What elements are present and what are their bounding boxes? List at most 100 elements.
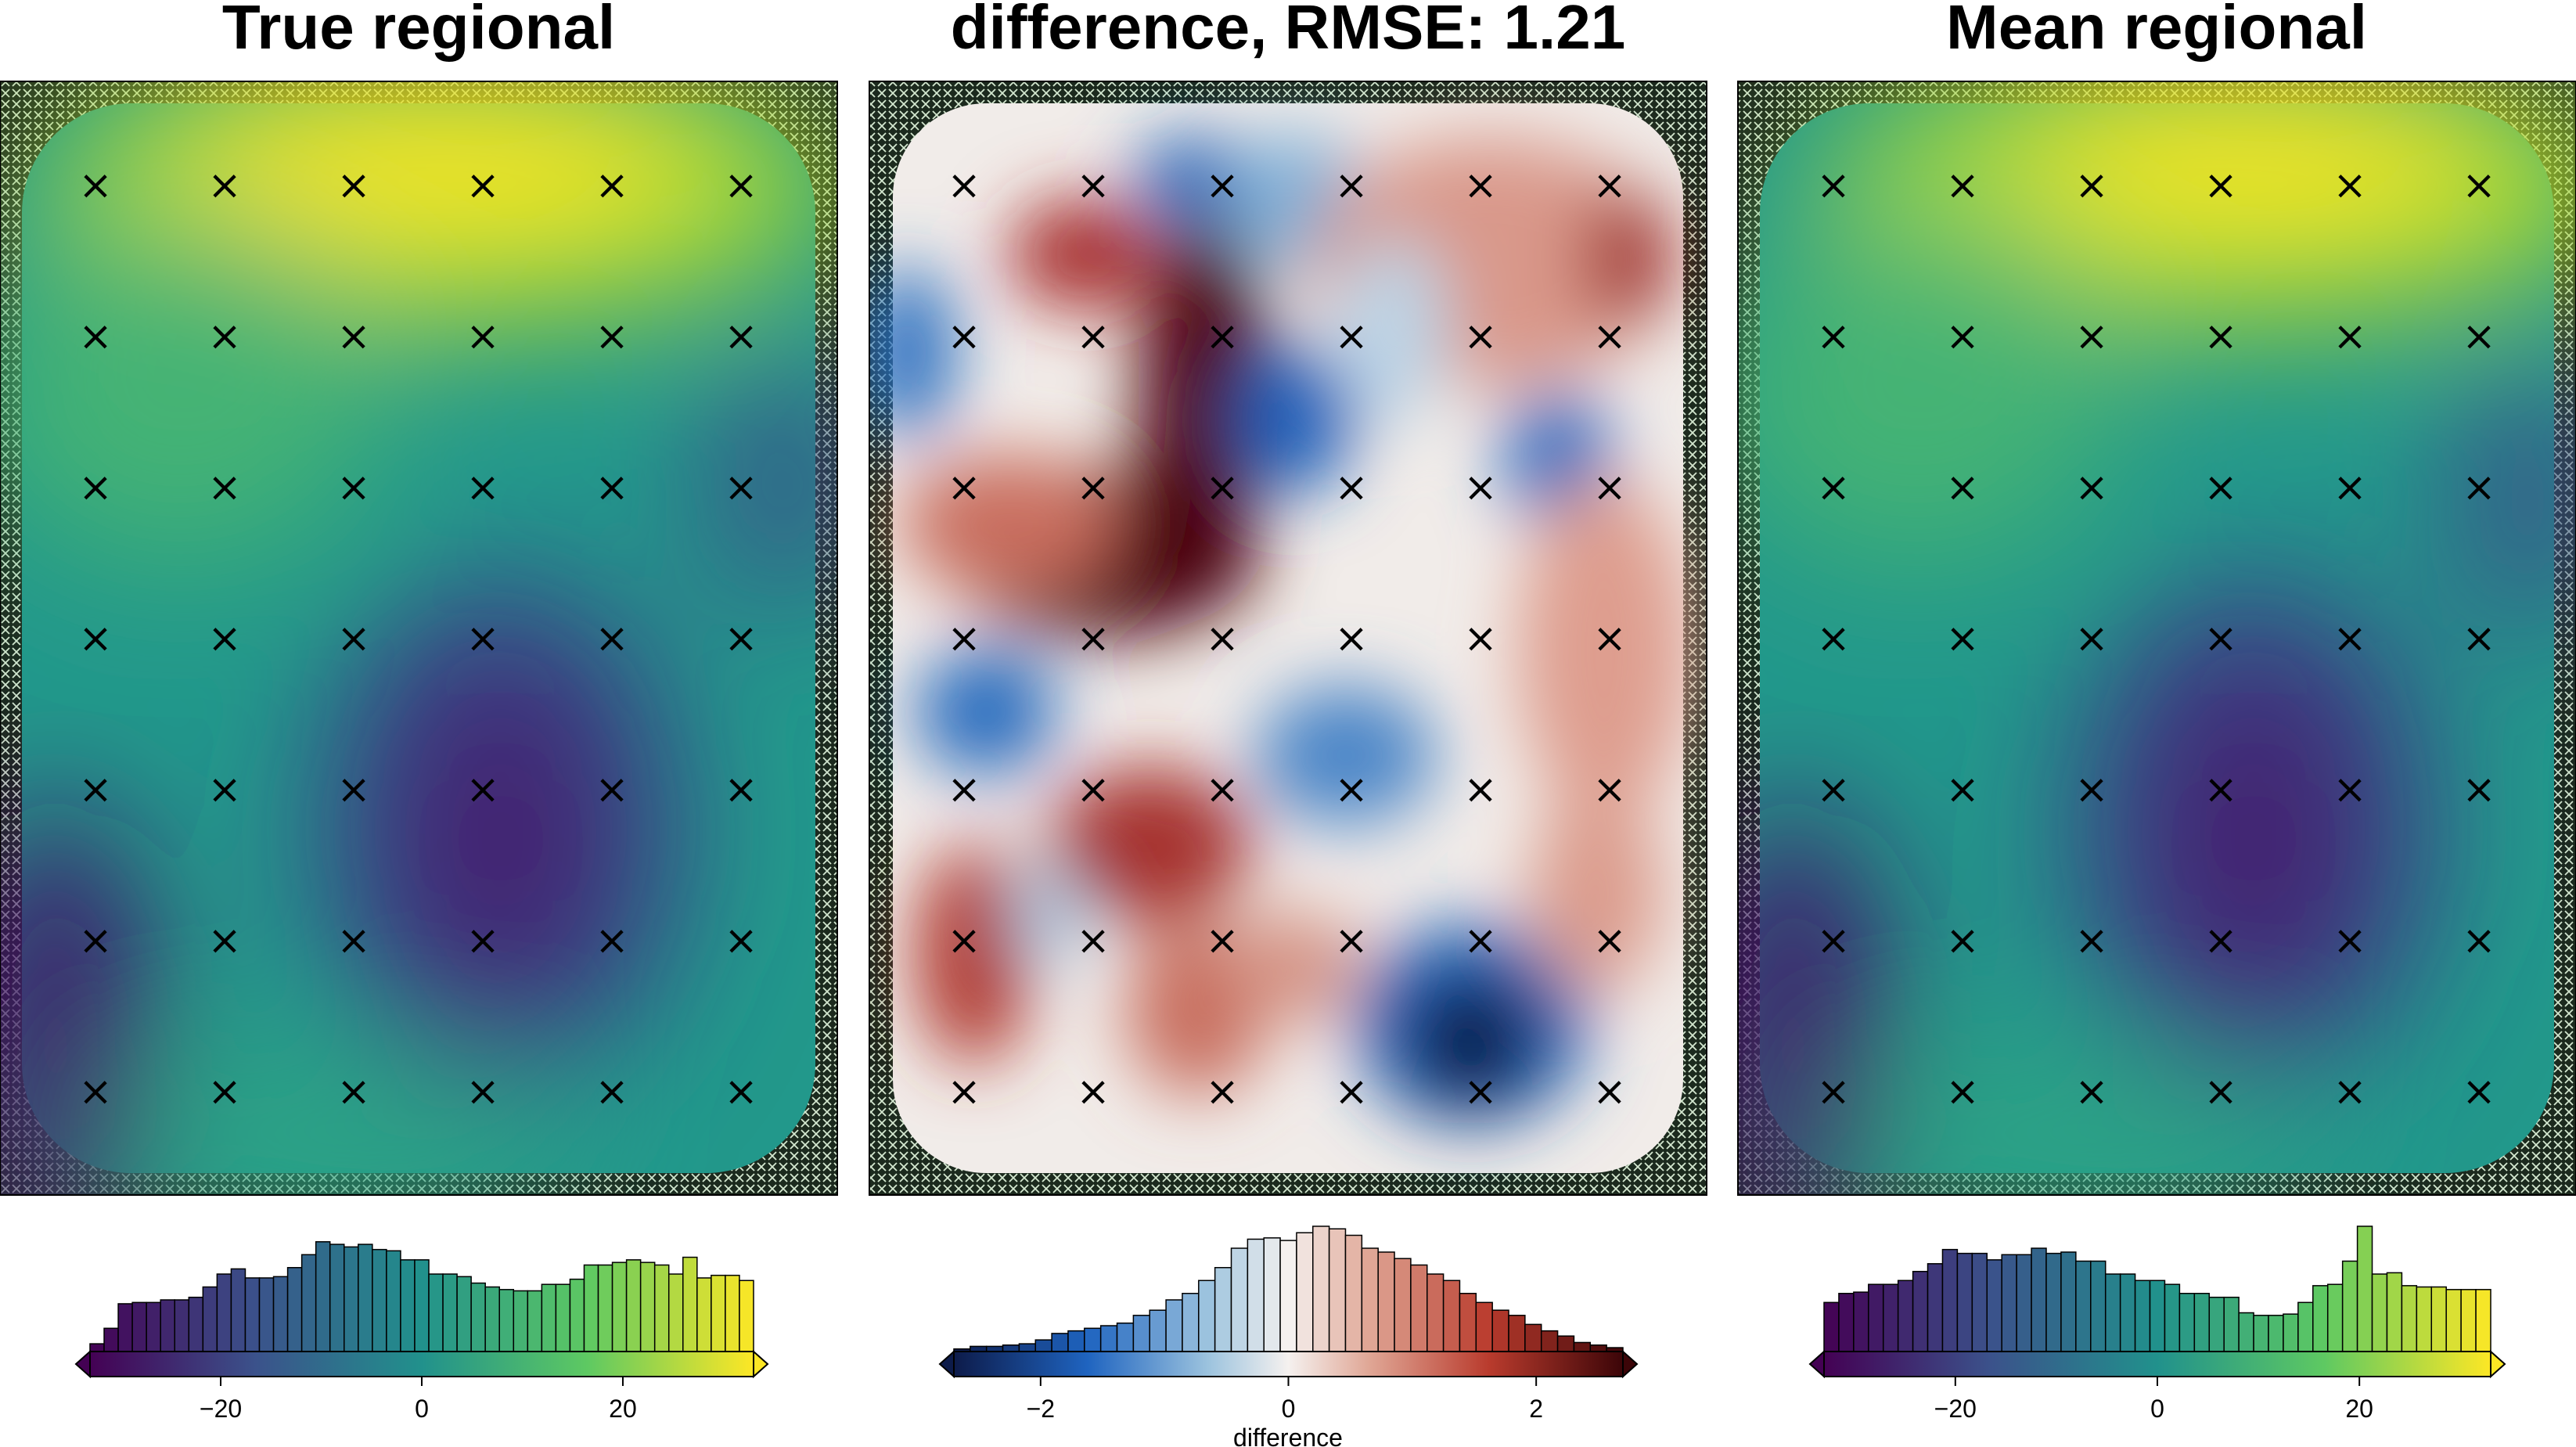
histogram-bar	[1508, 1315, 1526, 1352]
tick-label: 0	[415, 1395, 429, 1423]
panel-mean-regional: Mean regional × × × × × ×× × × × × ×× × × × × ×× × × × × ×× ×…	[1737, 0, 2576, 1423]
panel-title: difference, RMSE: 1.21	[951, 0, 1626, 62]
histogram-bar	[372, 1248, 387, 1352]
histogram-bar	[1410, 1264, 1428, 1352]
tick-label: 0	[1282, 1395, 1296, 1423]
control-point-marker: ×	[78, 313, 113, 360]
panel-difference: difference, RMSE: 1.21	[869, 0, 1707, 1447]
control-point-marker: ×	[1945, 313, 1980, 360]
control-point-marker: ×	[466, 313, 500, 360]
control-point-marker: ×	[2333, 615, 2367, 662]
panel-true-regional: True regional × × × × × ×× × × × × ×× × × × × ×× × × × × ×× ×…	[0, 0, 838, 1423]
histogram-bar	[272, 1276, 289, 1352]
colorbar: −2 0 2 difference	[938, 1226, 1639, 1447]
histogram-bar	[1838, 1293, 1855, 1352]
control-point-marker: ×	[1592, 1068, 1627, 1115]
histogram-bar	[2401, 1285, 2418, 1352]
control-point-marker: ×	[1334, 464, 1369, 511]
control-point-marker: ×	[2204, 766, 2238, 813]
histogram-bar	[146, 1301, 161, 1352]
histogram-bar	[2164, 1283, 2181, 1352]
control-point-marker: ×	[78, 917, 113, 964]
histogram-bar	[2208, 1296, 2225, 1352]
control-point-marker: ×	[2333, 464, 2367, 511]
histogram-bar	[400, 1259, 416, 1352]
control-point-marker: ×	[2462, 615, 2496, 662]
histogram-bar	[1230, 1247, 1249, 1352]
heatmap-field	[0, 81, 837, 1195]
histogram-bar	[2134, 1280, 2151, 1352]
histogram-bar	[2326, 1283, 2344, 1352]
histogram-bar	[1868, 1283, 1884, 1352]
histogram-bar	[1573, 1341, 1592, 1352]
control-point-marker: ×	[336, 615, 371, 662]
control-point-marker: ×	[78, 162, 113, 209]
histogram-bar	[358, 1244, 373, 1352]
control-point-marker: ×	[595, 464, 629, 511]
histogram-bar	[2283, 1313, 2299, 1352]
tick-label: 2	[1529, 1395, 1543, 1423]
control-point-marker: ×	[1816, 1068, 1851, 1115]
histogram-bar	[300, 1254, 317, 1352]
histogram-bar	[1296, 1232, 1314, 1352]
panel-title: Mean regional	[1946, 0, 2367, 62]
control-point-marker: ×	[947, 615, 981, 662]
histogram-bar	[244, 1277, 261, 1352]
control-point-marker: ×	[1205, 162, 1239, 209]
control-point-marker: ×	[1816, 162, 1851, 209]
histogram-bar	[1971, 1252, 1988, 1352]
histogram-bar	[1132, 1315, 1150, 1352]
histogram-bar	[2119, 1273, 2136, 1352]
histogram-bar	[1882, 1283, 1899, 1352]
histogram-bar	[527, 1290, 543, 1352]
control-point-marker: ×	[1816, 313, 1851, 360]
control-point-marker: ×	[724, 917, 758, 964]
histogram-bar	[484, 1286, 500, 1352]
control-point-marker: ×	[207, 162, 242, 209]
panel-title: True regional	[222, 0, 615, 62]
histogram-bar	[1328, 1228, 1347, 1352]
histogram-bar	[329, 1244, 345, 1352]
histogram-bar	[230, 1268, 246, 1352]
tick-label: 0	[2150, 1395, 2164, 1423]
control-point-marker: ×	[947, 464, 981, 511]
control-point-marker: ×	[1205, 1068, 1239, 1115]
control-point-marker: ×	[466, 917, 500, 964]
colorbar-ticks: −20 0 20	[200, 1377, 637, 1423]
histogram-bar	[202, 1286, 218, 1352]
control-point-marker: ×	[2462, 1068, 2496, 1115]
histogram-bar	[470, 1282, 486, 1352]
control-point-marker: ×	[2204, 162, 2238, 209]
control-point-marker: ×	[2074, 615, 2109, 662]
control-point-marker: ×	[2333, 766, 2367, 813]
control-point-marker: ×	[2333, 1068, 2367, 1115]
histogram-bar	[456, 1276, 472, 1352]
control-point-markers: × × × × × × × × × × × × × × × × × × × × × × × × × × × × × × × × × × × × × × × ×…	[78, 162, 758, 1115]
histogram-bar	[2193, 1293, 2211, 1352]
histogram-bar	[682, 1256, 698, 1352]
histogram-bar	[1986, 1259, 2002, 1352]
control-point-marker: ×	[1945, 615, 1980, 662]
control-point-marker: ×	[207, 464, 242, 511]
control-point-marker: ×	[1816, 615, 1851, 662]
histogram-bar	[1853, 1291, 1869, 1352]
histogram-bar	[2312, 1285, 2329, 1352]
histogram-bar	[117, 1303, 133, 1352]
control-point-marker: ×	[1945, 1068, 1980, 1115]
control-point-marker: ×	[724, 464, 758, 511]
histogram-bar	[2268, 1315, 2284, 1352]
control-point-marker: ×	[2074, 464, 2109, 511]
control-point-marker: ×	[1945, 917, 1980, 964]
control-point-marker: ×	[1592, 615, 1627, 662]
histogram-bar	[1214, 1267, 1232, 1352]
control-point-marker: ×	[1816, 917, 1851, 964]
control-point-marker: ×	[2204, 464, 2238, 511]
control-point-marker: ×	[595, 917, 629, 964]
histogram-bar	[2416, 1286, 2433, 1352]
histogram-bar	[597, 1264, 613, 1352]
histogram-bar	[513, 1290, 529, 1352]
control-point-marker: ×	[207, 313, 242, 360]
histogram-bar	[1556, 1335, 1575, 1352]
control-point-marker: ×	[466, 615, 500, 662]
